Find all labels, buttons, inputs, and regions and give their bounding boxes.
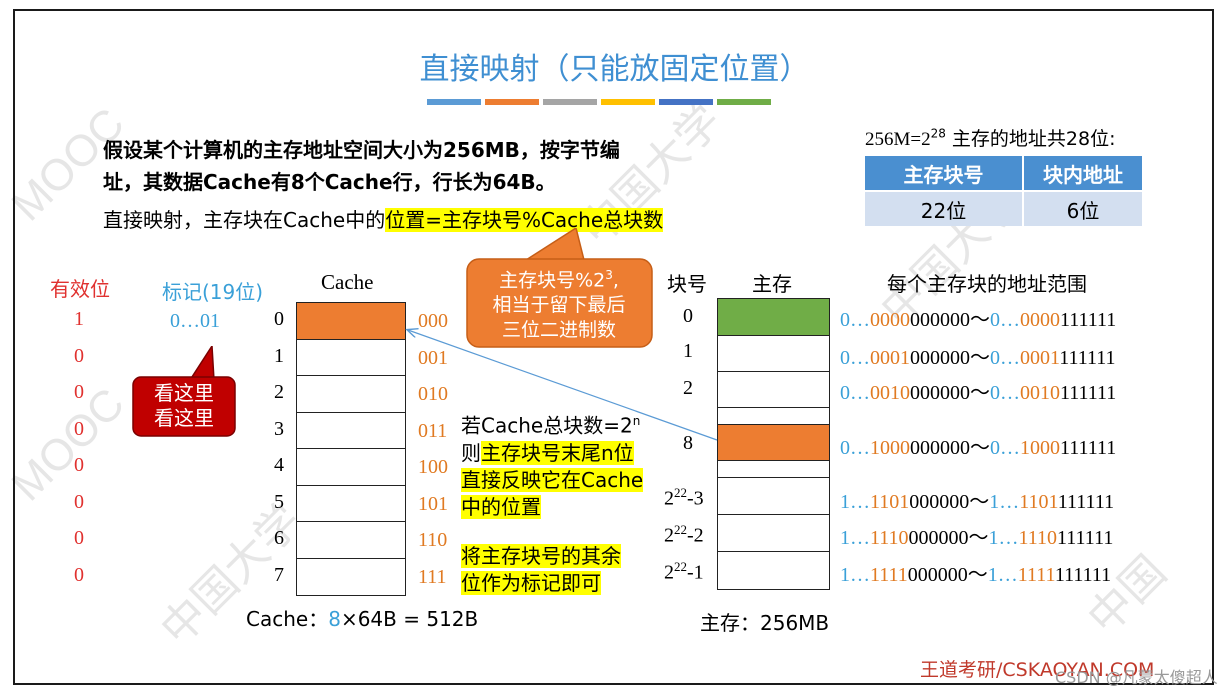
- look-here-callout-text: 看这里 看这里: [154, 381, 214, 430]
- cache-line-binary: 110: [418, 529, 448, 551]
- cache-line-number: 2: [274, 381, 284, 403]
- intro-paragraph: 假设某个计算机的主存地址空间大小为256MB，按字节编 址，其数据Cache有8…: [103, 134, 620, 198]
- cache-line-number: 3: [274, 417, 284, 440]
- valid-bit: 0: [74, 344, 84, 367]
- look-here-callout: [132, 346, 236, 437]
- callout-body: [132, 376, 236, 437]
- cache-size: Cache：8×64B = 512B: [246, 607, 479, 631]
- slide-title: 直接映射（只能放固定位置）: [419, 52, 810, 87]
- memory-block-0: [717, 298, 830, 337]
- valid-bit: 0: [74, 417, 84, 440]
- address-info: 256M=228 主存的地址共28位:: [865, 126, 1116, 150]
- memory-block: [717, 371, 830, 409]
- memory-block: [717, 477, 830, 516]
- block-number-bits: 22位: [865, 190, 1024, 226]
- cache-line-number: 4: [274, 454, 284, 476]
- address-range: 1…1111000000～1…1111111111: [840, 564, 1112, 586]
- block-number: 2: [683, 377, 693, 399]
- block-number: 222-2: [664, 522, 704, 547]
- cache-line-number: 7: [274, 563, 284, 586]
- cache-line: [296, 557, 406, 596]
- intro-line-1: 假设某个计算机的主存地址空间大小为256MB，按字节编: [103, 138, 620, 162]
- callout-tail: [188, 346, 215, 381]
- cache-line: [296, 484, 406, 523]
- modulo-callout: [466, 228, 653, 348]
- block-number: 222-3: [664, 485, 704, 510]
- memory-block: [717, 551, 830, 590]
- memory-block: [717, 460, 830, 479]
- cache-title: Cache: [321, 270, 374, 294]
- address-range: 0…0001000000～0…0001111111: [840, 347, 1116, 369]
- memory-block-8: [717, 424, 830, 462]
- block-offset-bits: 6位: [1023, 190, 1144, 226]
- color-bar: [601, 99, 655, 105]
- memory-size: 主存：256MB: [700, 611, 830, 635]
- address-range: 0…0010000000～0…0010111111: [840, 382, 1117, 404]
- block-number: 8: [683, 432, 693, 454]
- address-range: 1…1101000000～1…1101111111: [840, 491, 1115, 513]
- address-range: 0…1000000000～0…1000111111: [840, 437, 1117, 459]
- valid-bit: 0: [74, 490, 84, 513]
- cache-line: [296, 375, 406, 413]
- tag-header: 标记(19位): [162, 280, 264, 304]
- cache-line-binary: 000: [418, 310, 448, 332]
- valid-bit: 0: [74, 563, 84, 586]
- cache-line: [296, 521, 406, 559]
- header-block-number: 主存块号: [865, 156, 1024, 191]
- cache-line-number: 1: [274, 344, 284, 367]
- cache-line: [296, 411, 406, 450]
- memory-block: [717, 514, 830, 553]
- block-number: 1: [683, 340, 693, 362]
- block-number: 0: [683, 305, 693, 327]
- slide-frame: [13, 9, 1214, 685]
- color-bar: [543, 99, 597, 105]
- valid-bit: 0: [74, 381, 84, 403]
- tag-note: 将主存块号的其余 位作为标记即可: [461, 544, 621, 595]
- memory-block: [717, 407, 830, 426]
- cache-line: [296, 448, 406, 486]
- header-block-offset: 块内地址: [1023, 156, 1144, 191]
- cache-line: [296, 338, 406, 377]
- intro-line-2: 址，其数据Cache有8个Cache行，行长为64B。: [103, 170, 556, 194]
- color-bar: [485, 99, 539, 105]
- csdn-watermark: CSDN @凡蒙太傻超人: [1055, 668, 1218, 687]
- cache-line-binary: 111: [418, 565, 447, 588]
- main-memory-header: 主存: [752, 272, 792, 296]
- cache-line-number: 0: [274, 308, 284, 330]
- valid-bit: 0: [74, 527, 84, 549]
- address-range: 0…0000000000～0…0000111111: [840, 309, 1117, 331]
- cache-line-binary: 100: [418, 456, 448, 478]
- cache-line-binary: 011: [418, 419, 448, 442]
- mapping-rule: 直接映射，主存块在Cache中的位置=主存块号%Cache总块数: [103, 208, 664, 232]
- block-number: 222-1: [664, 559, 704, 584]
- address-range-header: 每个主存块的地址范围: [887, 272, 1087, 296]
- cache-line-binary: 101: [418, 492, 448, 515]
- color-bar: [659, 99, 713, 105]
- mapping-note: 若Cache总块数=2n 则主存块号末尾n位 直接反映它在Cache 中的位置: [461, 413, 644, 519]
- cache-line-binary: 001: [418, 346, 448, 369]
- mapping-rule-highlight: 位置=主存块号%Cache总块数: [385, 208, 664, 232]
- address-format-table: 主存块号 块内地址 22位 6位: [865, 156, 1144, 226]
- cache-line-number: 6: [274, 527, 284, 549]
- color-bar: [427, 99, 481, 105]
- valid-bit-header: 有效位: [50, 277, 110, 301]
- callout-tail: [523, 228, 585, 261]
- cache-line-binary: 010: [418, 383, 448, 405]
- footer-brand: 王道考研/CSKAOYAN.COM: [920, 659, 1155, 681]
- block-number-header: 块号: [667, 272, 707, 296]
- valid-bit: 1: [74, 308, 84, 330]
- modulo-callout-text: 主存块号%23, 相当于留下最后 三位二进制数: [492, 268, 626, 342]
- cache-line-number: 5: [274, 490, 284, 513]
- color-bar: [717, 99, 771, 105]
- cache-line: [296, 302, 406, 340]
- valid-bit: 0: [74, 454, 84, 476]
- memory-block: [717, 335, 830, 373]
- title-color-bars: [427, 99, 771, 105]
- tag-value: 0…01: [170, 310, 220, 332]
- address-range: 1…1110000000～1…1110111111: [840, 527, 1114, 549]
